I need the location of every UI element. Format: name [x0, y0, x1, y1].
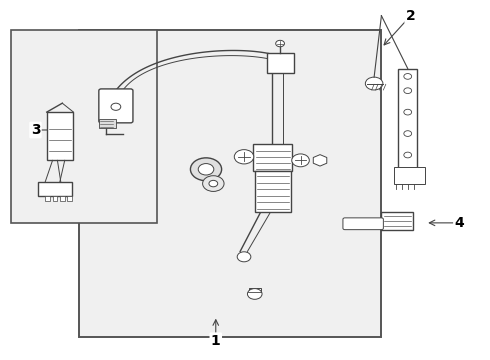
Circle shape — [234, 150, 254, 164]
Circle shape — [198, 163, 214, 175]
Bar — [398, 69, 417, 169]
Text: 4: 4 — [455, 216, 464, 230]
Bar — [255, 171, 291, 212]
Circle shape — [247, 289, 262, 299]
Circle shape — [366, 77, 383, 90]
Bar — [38, 182, 72, 196]
Circle shape — [404, 88, 412, 94]
Bar — [79, 30, 381, 337]
FancyBboxPatch shape — [343, 218, 383, 230]
Text: 2: 2 — [406, 9, 416, 23]
Circle shape — [276, 40, 285, 47]
Text: 3: 3 — [31, 123, 40, 137]
Circle shape — [404, 152, 412, 158]
Circle shape — [191, 158, 221, 181]
Bar — [393, 167, 425, 184]
Bar — [67, 196, 72, 202]
Circle shape — [292, 154, 309, 167]
Bar — [11, 30, 157, 223]
Circle shape — [111, 103, 121, 111]
Circle shape — [237, 252, 251, 262]
Circle shape — [404, 73, 412, 79]
Circle shape — [209, 180, 218, 187]
Bar — [52, 196, 57, 202]
Bar — [60, 196, 65, 202]
Circle shape — [404, 131, 412, 136]
FancyBboxPatch shape — [99, 89, 133, 123]
Bar — [45, 196, 50, 202]
Circle shape — [202, 176, 224, 192]
Bar — [253, 144, 292, 171]
Bar — [47, 112, 74, 160]
Bar — [99, 119, 116, 128]
Text: 1: 1 — [211, 334, 220, 348]
Bar — [267, 53, 294, 73]
Circle shape — [404, 109, 412, 115]
Bar — [381, 212, 413, 230]
Bar — [249, 288, 261, 292]
